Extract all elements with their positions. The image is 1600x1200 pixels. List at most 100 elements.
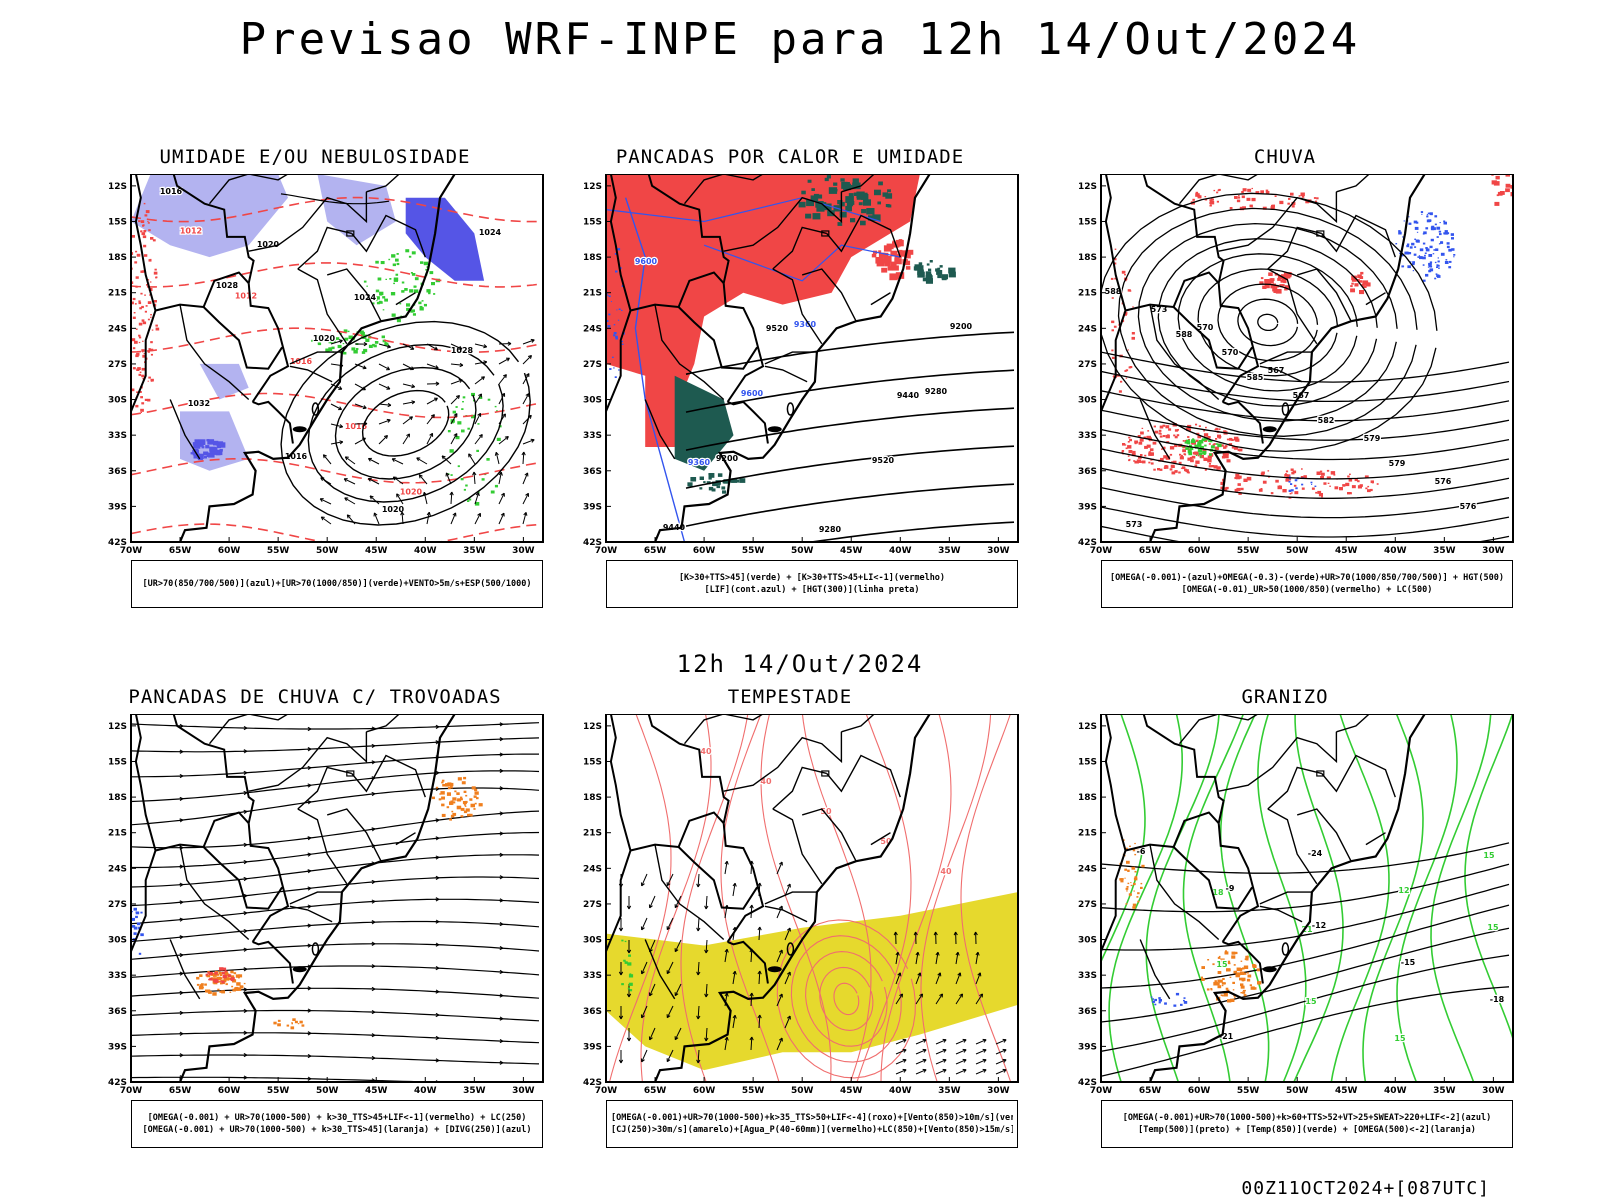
lat-tick-label: 12S bbox=[108, 722, 127, 732]
humidity-blue-cell bbox=[201, 446, 205, 449]
lon-tick-label: 50W bbox=[1286, 546, 1309, 556]
omega-red-cell bbox=[1291, 205, 1295, 208]
omega-red-cell bbox=[1242, 188, 1247, 192]
omega-red-cell bbox=[1265, 189, 1269, 192]
thickness-red-cell bbox=[135, 250, 138, 253]
k-index-green-cell bbox=[874, 189, 881, 196]
lat-tick-label: 21S bbox=[108, 829, 127, 839]
omega-red-cell bbox=[1237, 475, 1242, 479]
omega-red-cell bbox=[1112, 375, 1114, 377]
border-line bbox=[1104, 714, 1174, 852]
omega-red-cell bbox=[1223, 446, 1227, 449]
lifted-index-cell bbox=[618, 308, 621, 310]
humidity-green-cell bbox=[455, 406, 458, 408]
contour-label: -6 bbox=[1137, 847, 1146, 856]
omega500-orange-cell bbox=[1134, 870, 1137, 873]
omega-red-cell bbox=[1376, 483, 1379, 485]
wind-vector bbox=[895, 972, 902, 985]
thickness-red-cell bbox=[138, 336, 142, 339]
omega-blue-cell bbox=[1426, 214, 1429, 216]
omega500-orange-cell bbox=[1129, 845, 1131, 847]
wind-vector bbox=[915, 951, 920, 965]
lagoon bbox=[1262, 426, 1277, 433]
lon-tick-label: 35W bbox=[938, 1086, 961, 1096]
border-line bbox=[395, 832, 416, 846]
border-line bbox=[1217, 823, 1260, 943]
hgt500-contour bbox=[1101, 448, 1510, 480]
omega-red-cell bbox=[1131, 332, 1135, 335]
omega-red-cell bbox=[1269, 278, 1272, 280]
thickness-red-cell bbox=[153, 300, 157, 303]
omega-red-cell bbox=[1317, 490, 1322, 494]
omega-red-cell bbox=[1220, 486, 1224, 490]
border-line bbox=[826, 214, 901, 258]
thunder-orange-cell bbox=[220, 979, 223, 982]
border-line bbox=[1139, 939, 1171, 1000]
wind-vector bbox=[640, 1049, 648, 1063]
thickness-red-cell bbox=[126, 316, 129, 318]
omega-red-cell bbox=[1217, 434, 1221, 438]
lifted-index-cell bbox=[607, 325, 611, 328]
streamline-arrow bbox=[178, 882, 184, 887]
omega-blue-cell bbox=[1453, 256, 1455, 258]
omega-blue-cell bbox=[1437, 257, 1439, 259]
lon-tick-label: 30W bbox=[1482, 546, 1505, 556]
wind-vector bbox=[498, 436, 509, 445]
streamline-arrow bbox=[434, 919, 440, 924]
humidity-green-cell bbox=[374, 341, 379, 344]
thunder-orange-cell bbox=[457, 777, 462, 781]
wind-vector bbox=[704, 895, 709, 910]
omega-red-cell bbox=[1124, 313, 1127, 316]
omega-red-cell bbox=[1219, 436, 1222, 438]
omega-blue-cell bbox=[1422, 242, 1426, 245]
k-index-green-cell bbox=[928, 273, 932, 277]
humidity-blue bbox=[405, 197, 485, 281]
omega-red-cell bbox=[1491, 180, 1497, 185]
omega-blue-cell bbox=[1422, 279, 1426, 282]
k-index-green-cell bbox=[815, 201, 824, 208]
streamline-arrow bbox=[306, 886, 312, 891]
wind-vector bbox=[319, 498, 332, 505]
thickness-red-cell bbox=[138, 220, 141, 223]
lifted-index-cell bbox=[606, 293, 609, 295]
border-line bbox=[677, 271, 725, 308]
border-line bbox=[1101, 310, 1127, 463]
thunder-orange-cell bbox=[447, 787, 451, 790]
omega500-orange-cell bbox=[1234, 996, 1236, 998]
humidity-green-cell bbox=[400, 315, 402, 317]
omega-blue-cell bbox=[1158, 1001, 1161, 1004]
omega-red-cell bbox=[1242, 206, 1246, 210]
omega-red-cell bbox=[1161, 448, 1163, 450]
wind-green-cell bbox=[623, 959, 626, 962]
border-line bbox=[870, 292, 891, 306]
humidity-green-cell bbox=[343, 351, 347, 355]
omega-red-cell bbox=[1197, 195, 1202, 199]
humidity-green-cell bbox=[342, 343, 345, 345]
thickness-red-cell bbox=[127, 333, 129, 334]
omega-red-cell bbox=[1285, 478, 1290, 482]
thunder-orange-cell bbox=[290, 1026, 295, 1030]
wind-vector bbox=[648, 895, 656, 909]
streamline-arrow bbox=[242, 790, 248, 796]
streamline-250 bbox=[131, 1054, 540, 1065]
lifted-index-cell bbox=[621, 340, 623, 343]
thunder-orange-cell bbox=[449, 782, 454, 787]
omega-blue-cell bbox=[1425, 248, 1430, 252]
map-canvas: 5885885855825795765735705675795765735705… bbox=[1078, 174, 1514, 556]
lat-tick-label: 33S bbox=[108, 971, 127, 981]
omega500-orange-cell bbox=[1207, 959, 1210, 961]
k-index-red-cell bbox=[892, 265, 899, 271]
lat-tick-label: 33S bbox=[583, 431, 602, 441]
wind-vector bbox=[322, 454, 332, 465]
wind-vector bbox=[975, 1058, 987, 1065]
omega-red-cell bbox=[1226, 459, 1231, 463]
omega500-orange-cell bbox=[1222, 978, 1225, 980]
humidity-blue-cell bbox=[206, 453, 212, 458]
omega500-orange-cell bbox=[1232, 989, 1235, 991]
omega-red-cell bbox=[1143, 436, 1147, 439]
wind-vector bbox=[696, 873, 701, 888]
omega-red-cell bbox=[1195, 439, 1199, 442]
thunder-orange-cell bbox=[223, 977, 227, 980]
contour-label: 15 bbox=[1483, 851, 1495, 860]
k-index-green-cell bbox=[806, 199, 814, 207]
